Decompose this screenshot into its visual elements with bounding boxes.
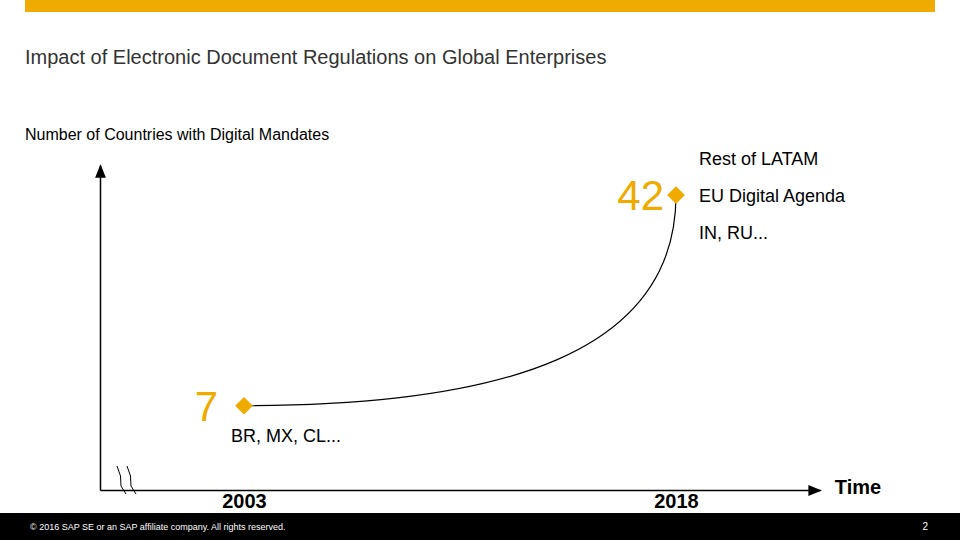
data-label: 7 [195, 383, 218, 430]
x-axis-title: Time [835, 476, 881, 498]
point [235, 397, 253, 415]
x-tick: 2018 [654, 490, 699, 512]
point-note: Rest of LATAM [699, 149, 818, 169]
footer-bar [0, 513, 960, 540]
slide: Impact of Electronic Document Regulation… [0, 0, 960, 540]
plot [235, 186, 685, 414]
y-axis-line [100, 166, 102, 491]
footer-text: © 2016 SAP SE or an SAP affiliate compan… [30, 522, 286, 532]
point-note: BR, MX, CL... [231, 426, 341, 446]
title: Impact of Electronic Document Regulation… [25, 46, 606, 68]
data-label: 42 [617, 172, 664, 219]
x-tick-label: 2003 [222, 490, 267, 512]
top-bar [25, 0, 935, 12]
axis-break [117, 466, 136, 494]
page-number: 2 [922, 521, 928, 532]
y-axis [100, 166, 101, 491]
x-tick-label: 2018 [654, 490, 699, 512]
x-tick: 2003 [222, 490, 267, 512]
line [244, 195, 676, 406]
x-axis: 2003 2018 [101, 490, 821, 512]
point [667, 186, 685, 204]
point-note: IN, RU... [699, 223, 768, 243]
x-axis-line [101, 490, 821, 492]
subtitle: Number of Countries with Digital Mandate… [25, 126, 329, 143]
point-note: EU Digital Agenda [699, 186, 846, 206]
